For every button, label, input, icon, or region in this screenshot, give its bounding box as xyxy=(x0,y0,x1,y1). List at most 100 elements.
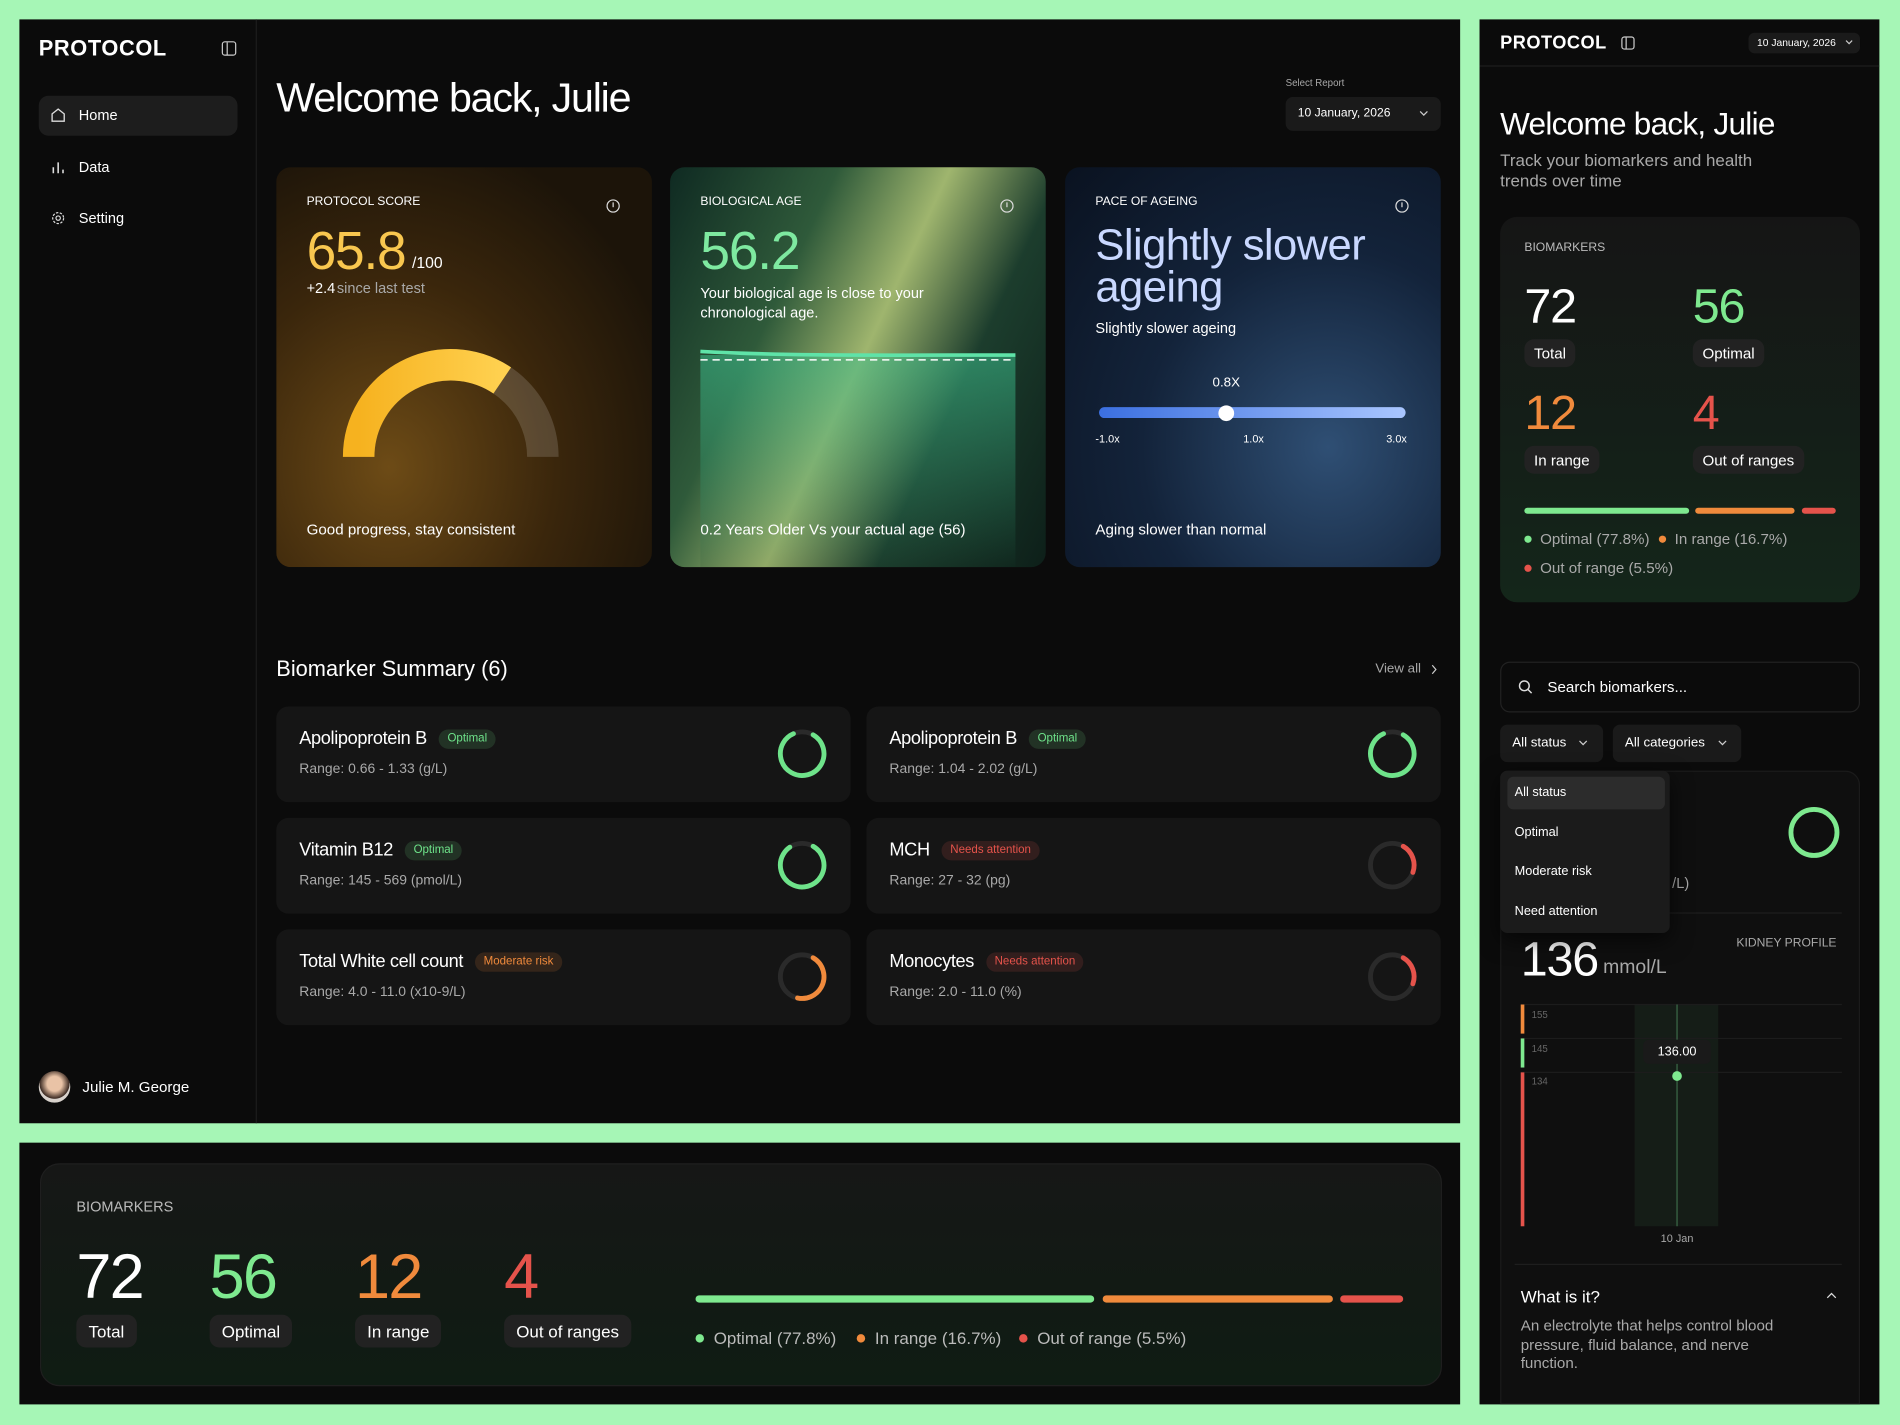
dropdown-option[interactable]: Optimal xyxy=(1514,825,1559,840)
biomarker-name: Vitamin B12 xyxy=(299,839,393,861)
chart-tick: 134 xyxy=(1531,1076,1548,1087)
legend-dot xyxy=(695,1334,705,1343)
page-title: Welcome back, Julie xyxy=(276,75,631,122)
mobile-header-line xyxy=(1479,65,1880,67)
marker-chart xyxy=(1520,1003,1842,1227)
status-badge: Moderate risk xyxy=(475,952,562,972)
pace-marker: 0.8X xyxy=(1212,375,1240,391)
legend-label: Out of range (5.5%) xyxy=(1540,559,1674,577)
status-badge: Optimal xyxy=(1029,729,1086,749)
sidebar-toggle[interactable] xyxy=(1621,36,1635,50)
card-label: PACE OF AGEING xyxy=(1095,195,1198,209)
nav-item[interactable]: Data xyxy=(78,158,110,176)
faq-text: An electrolyte that helps control blood … xyxy=(1520,1317,1774,1372)
pace-slider xyxy=(1099,405,1406,422)
biomarker-range: Range: 27 - 32 (pg) xyxy=(889,873,1011,889)
stat-value: 56 xyxy=(209,1242,278,1313)
legend-label: Optimal (77.8%) xyxy=(713,1328,837,1348)
setting-icon xyxy=(52,212,65,225)
stat-label: In range xyxy=(355,1314,442,1348)
stat-value: 12 xyxy=(355,1242,423,1313)
score-card xyxy=(276,167,652,568)
nav-item[interactable]: Home xyxy=(78,106,118,124)
stat-value: 56 xyxy=(1692,279,1746,334)
bio-age-card xyxy=(670,167,1046,568)
info-icon[interactable] xyxy=(1395,199,1410,214)
ring-arc xyxy=(1368,840,1417,890)
status-filter[interactable] xyxy=(1500,724,1604,763)
pace-value: Slightly slower ageing xyxy=(1095,219,1366,312)
search-box[interactable] xyxy=(1500,661,1861,713)
distribution-bar xyxy=(1801,507,1836,514)
nav-item[interactable]: Setting xyxy=(78,209,125,227)
age-chart xyxy=(700,349,1016,361)
chart-tick: 145 xyxy=(1531,1043,1548,1055)
dropdown-highlight xyxy=(1507,776,1665,810)
chevron xyxy=(1579,740,1588,746)
ring-arc xyxy=(1368,952,1417,1001)
legend-label: In range (16.7%) xyxy=(1674,530,1788,548)
filter-label: All categories xyxy=(1624,735,1705,751)
score-unit: /100 xyxy=(411,253,443,272)
stat-label: Optimal xyxy=(209,1314,293,1348)
dropdown-option[interactable]: Moderate risk xyxy=(1514,863,1592,879)
card-label: PROTOCOL SCORE xyxy=(306,195,421,209)
bio-age-text: Your biological age is close to your chr… xyxy=(700,284,924,322)
status-ring xyxy=(1788,807,1840,858)
dropdown-option[interactable]: Need attention xyxy=(1514,903,1598,919)
biomarker-row[interactable] xyxy=(276,929,851,1026)
marker-value: 136 xyxy=(1520,933,1599,987)
nav-active[interactable] xyxy=(38,95,238,136)
info-icon[interactable] xyxy=(606,199,621,214)
age-chart-fill xyxy=(700,355,1016,568)
biomarker-name: MCH xyxy=(889,839,930,861)
info-icon[interactable] xyxy=(1000,199,1015,214)
summary-title: Biomarker Summary (6) xyxy=(276,656,508,681)
biomarker-name: Monocytes xyxy=(889,951,975,972)
sidebar-toggle[interactable] xyxy=(221,41,237,56)
stat-label: Total xyxy=(1524,339,1576,368)
page-title: Welcome back, Julie xyxy=(1500,105,1775,142)
stat-value: 4 xyxy=(504,1242,539,1313)
legend-label: Optimal (77.8%) xyxy=(1540,530,1650,548)
legend-label: Out of range (5.5%) xyxy=(1037,1328,1187,1348)
faq-title: What is it? xyxy=(1520,1286,1600,1307)
logo: PROTOCOL xyxy=(1500,32,1607,54)
stat-value: 12 xyxy=(1524,386,1577,440)
stat-value: 4 xyxy=(1692,386,1720,440)
dropdown-option[interactable]: All status xyxy=(1514,785,1567,800)
card-label: BIOLOGICAL AGE xyxy=(700,195,802,209)
legend-dot xyxy=(1524,564,1532,572)
legend-dot xyxy=(1658,535,1667,543)
biomarker-row[interactable] xyxy=(866,706,1441,803)
status-ring xyxy=(777,729,827,778)
score-delta-text: since last test xyxy=(336,279,425,297)
stat-label: Optimal xyxy=(1692,339,1765,368)
faq-toggle[interactable] xyxy=(1826,1292,1837,1299)
distribution-bar xyxy=(1695,507,1795,514)
distribution-bar xyxy=(695,1295,1095,1303)
data-icon xyxy=(52,162,64,174)
status-ring xyxy=(1368,729,1417,778)
biomarkers-label: BIOMARKERS xyxy=(76,1198,174,1216)
pace-card xyxy=(1065,167,1441,568)
biomarkers-card xyxy=(39,1163,1442,1387)
biomarker-row[interactable] xyxy=(866,929,1441,1026)
category-filter[interactable] xyxy=(1612,724,1742,763)
mobile-subtitle: Track your biomarkers and health trends … xyxy=(1500,150,1753,191)
biomarker-row[interactable] xyxy=(276,817,851,914)
score-delta: +2.4 xyxy=(306,279,336,297)
biomarker-row[interactable] xyxy=(276,706,851,803)
range-text: /L) xyxy=(1672,874,1690,892)
distribution-bar xyxy=(1102,1295,1333,1303)
filter-label: All status xyxy=(1512,735,1567,751)
report-select[interactable] xyxy=(1285,96,1441,131)
chevron xyxy=(1845,40,1853,45)
view-all[interactable]: View all xyxy=(1375,661,1422,677)
biomarker-row[interactable] xyxy=(866,817,1441,914)
category-label: KIDNEY PROFILE xyxy=(1736,936,1837,950)
date-pill[interactable] xyxy=(1748,32,1861,54)
distribution-bar xyxy=(1340,1295,1404,1303)
